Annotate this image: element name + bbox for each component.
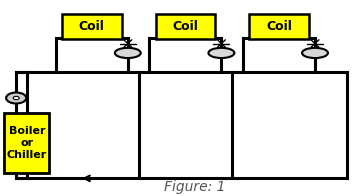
Text: Coil: Coil [266,20,292,33]
Ellipse shape [115,48,141,58]
Ellipse shape [302,48,328,58]
Text: Coil: Coil [172,20,198,33]
Text: Boiler
or
Chiller: Boiler or Chiller [7,126,47,160]
FancyBboxPatch shape [4,113,49,173]
Circle shape [13,96,19,100]
FancyBboxPatch shape [249,14,309,39]
Ellipse shape [208,48,234,58]
Text: Figure: 1: Figure: 1 [164,180,225,194]
Circle shape [6,93,26,103]
FancyBboxPatch shape [156,14,215,39]
FancyBboxPatch shape [62,14,122,39]
Text: Coil: Coil [79,20,105,33]
